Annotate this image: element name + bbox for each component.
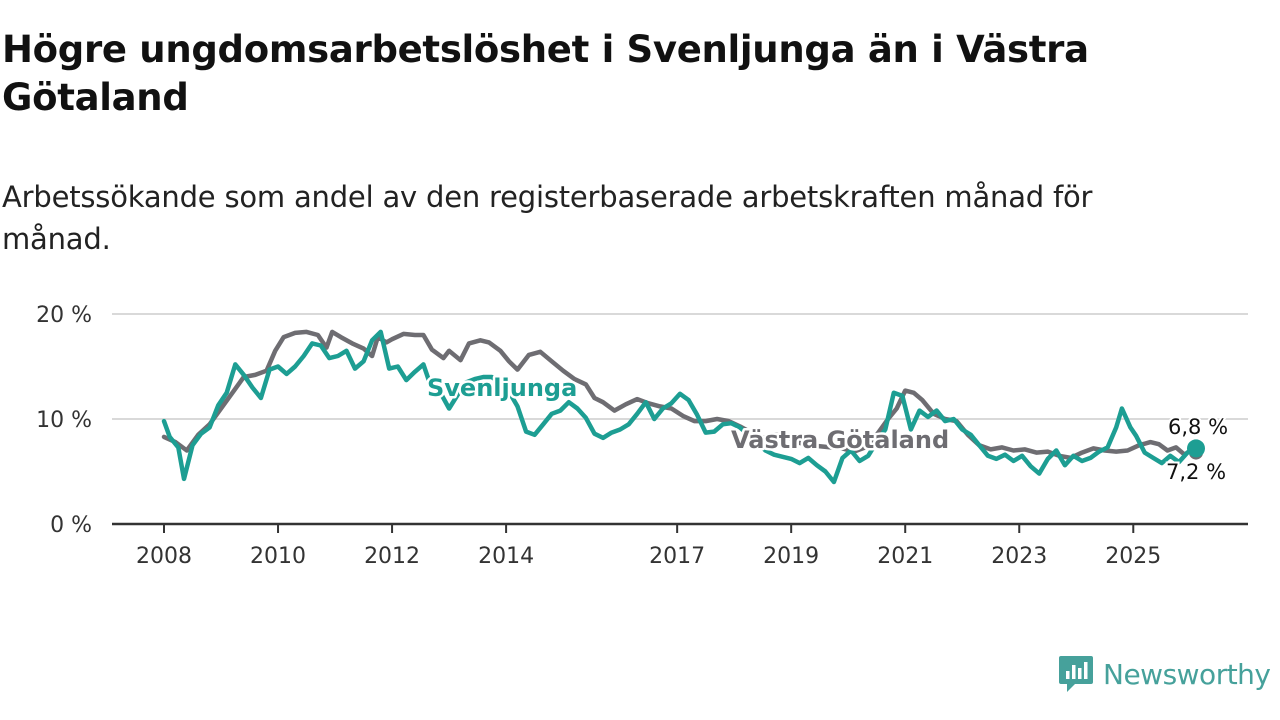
chart-subtitle: Arbetssökande som andel av den registerb…	[2, 180, 1093, 256]
newsworthy-logo-icon	[1059, 656, 1093, 692]
newsworthy-brand: Newsworthy	[1058, 654, 1271, 694]
grid-lines	[112, 313, 1248, 420]
y-axis-ticks: 0 % 10 % 20 %	[36, 303, 92, 538]
x-tick-label: 2019	[763, 544, 819, 569]
end-dot-svenljunga	[1187, 439, 1205, 458]
series-label-svenljunga: Svenljunga	[427, 374, 577, 402]
x-tick-label: 2023	[991, 544, 1047, 569]
series-label-vastra-gotaland: Västra Götaland	[731, 426, 949, 454]
brand-name: Newsworthy	[1103, 657, 1271, 691]
x-tick-label: 2008	[136, 544, 192, 569]
y-tick-label: 10 %	[36, 408, 92, 433]
x-tick-label: 2017	[649, 544, 705, 569]
x-tick-label: 2021	[877, 544, 933, 569]
y-tick-label: 20 %	[36, 303, 92, 328]
end-label-upper: 6,8 %	[1168, 415, 1228, 439]
x-tick-label: 2014	[478, 544, 534, 569]
x-axis-ticks: 2008 2010 2012 2014 2017 2019 2021 2023 2025	[136, 524, 1161, 569]
series-lines	[161, 329, 1199, 485]
series-line-svenljunga	[161, 329, 1199, 485]
chart-title: Högre ungdomsarbetslöshet i Svenljunga ä…	[2, 28, 1089, 119]
y-tick-label: 0 %	[50, 513, 92, 538]
x-tick-label: 2025	[1105, 544, 1161, 569]
end-label-lower: 7,2 %	[1166, 460, 1226, 484]
x-tick-label: 2012	[364, 544, 420, 569]
x-tick-label: 2010	[250, 544, 306, 569]
series-labels: Svenljunga Västra Götaland 6,8 % 7,2 %	[425, 372, 1231, 487]
